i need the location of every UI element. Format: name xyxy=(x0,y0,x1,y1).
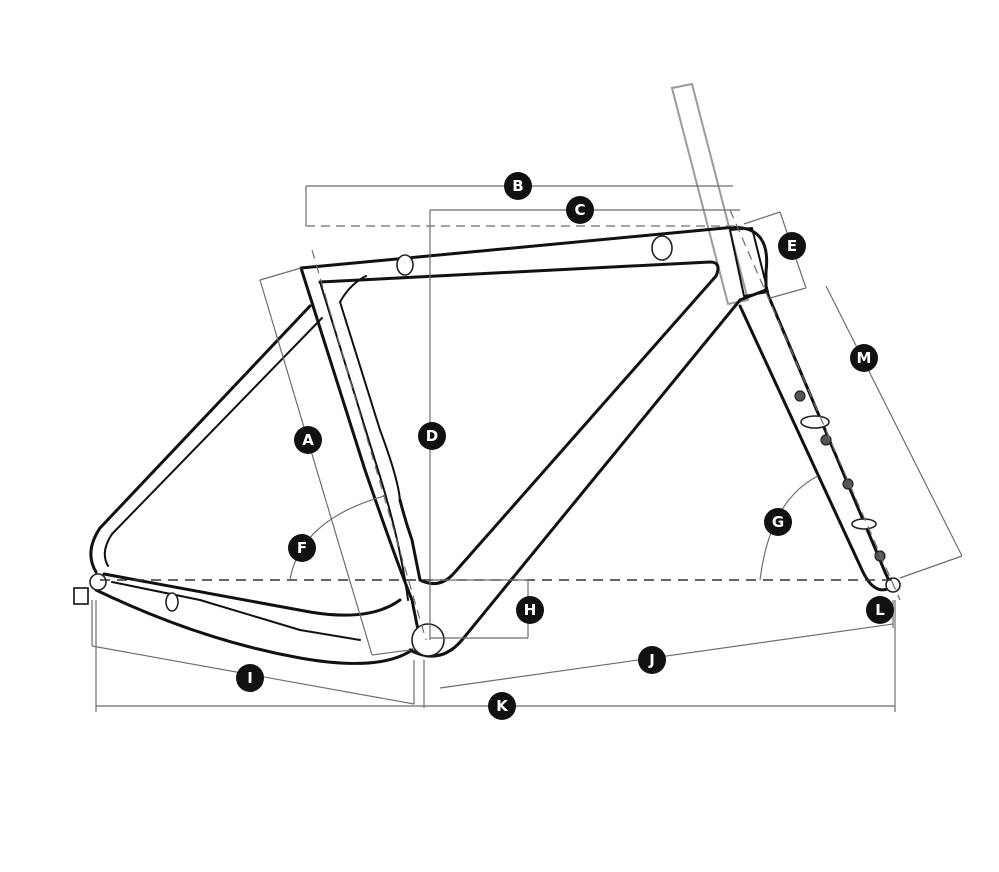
seat-tube-axis xyxy=(311,249,427,641)
dimension-lines xyxy=(91,185,963,712)
bike-frame xyxy=(89,225,898,665)
top-tube-bottle-mount xyxy=(396,254,414,276)
label-i-text: I xyxy=(247,669,253,687)
label-badge-g: G xyxy=(764,508,792,536)
dim-f-arc xyxy=(289,495,385,581)
dim-m-line xyxy=(825,285,963,557)
label-badge-k: K xyxy=(488,692,516,720)
dim-e-line-1 xyxy=(743,211,781,225)
head-tube-axis xyxy=(729,209,901,601)
label-badge-f: F xyxy=(288,534,316,562)
top-tube-inner xyxy=(318,260,720,586)
dim-e-line-2 xyxy=(769,287,807,299)
fork-lower-mount xyxy=(851,518,877,530)
label-l-text: L xyxy=(875,601,885,619)
label-badge-c: C xyxy=(566,196,594,224)
label-badge-h: H xyxy=(516,596,544,624)
label-badge-a: A xyxy=(294,426,322,454)
dim-a-line xyxy=(259,279,373,656)
label-j-text: J xyxy=(648,651,655,669)
dim-j-line xyxy=(439,623,894,689)
rear-derailleur-hanger xyxy=(73,587,89,605)
label-m-text: M xyxy=(857,349,872,367)
bottom-bracket xyxy=(411,623,445,657)
label-g-text: G xyxy=(772,513,784,531)
fork-mount-4 xyxy=(874,550,886,562)
rear-dropout xyxy=(89,573,107,591)
seat-stay xyxy=(89,304,312,574)
chain-stay-upper xyxy=(102,572,402,617)
label-f-text: F xyxy=(297,539,307,557)
dim-m-bottom-tick xyxy=(899,555,963,579)
label-badge-e: E xyxy=(778,232,806,260)
label-k-text: K xyxy=(496,697,509,715)
top-tube xyxy=(299,225,769,302)
dim-a-bottom-tick xyxy=(371,649,411,656)
seat-stay-inner xyxy=(103,317,323,567)
dim-a-top-tick xyxy=(259,267,302,281)
label-c-text: C xyxy=(574,201,585,219)
stay-bridge xyxy=(165,592,179,612)
fork-steerer xyxy=(670,82,750,306)
label-badge-l: L xyxy=(866,596,894,624)
seat-tube xyxy=(299,266,422,642)
top-tube-junction-mount xyxy=(651,235,673,261)
inner-window xyxy=(339,275,401,501)
chain-stay-lower xyxy=(94,588,414,665)
label-h-text: H xyxy=(524,601,537,619)
label-e-text: E xyxy=(787,237,797,255)
fork-mount-1 xyxy=(794,390,806,402)
label-badge-b: B xyxy=(504,172,532,200)
down-tube-outer xyxy=(408,298,742,658)
label-d-text: D xyxy=(426,427,438,445)
fork-bottle-mount xyxy=(800,415,830,429)
frame-details xyxy=(73,235,901,657)
label-badge-d: D xyxy=(418,422,446,450)
headset xyxy=(729,227,769,297)
label-badge-m: M xyxy=(850,344,878,372)
chain-stay-inner xyxy=(111,581,361,641)
seat-tube-inner xyxy=(319,281,409,601)
label-badge-i: I xyxy=(236,664,264,692)
label-a-text: A xyxy=(302,431,314,449)
fork-mount-2 xyxy=(820,434,832,446)
label-badge-j: J xyxy=(638,646,666,674)
label-b-text: B xyxy=(512,177,523,195)
